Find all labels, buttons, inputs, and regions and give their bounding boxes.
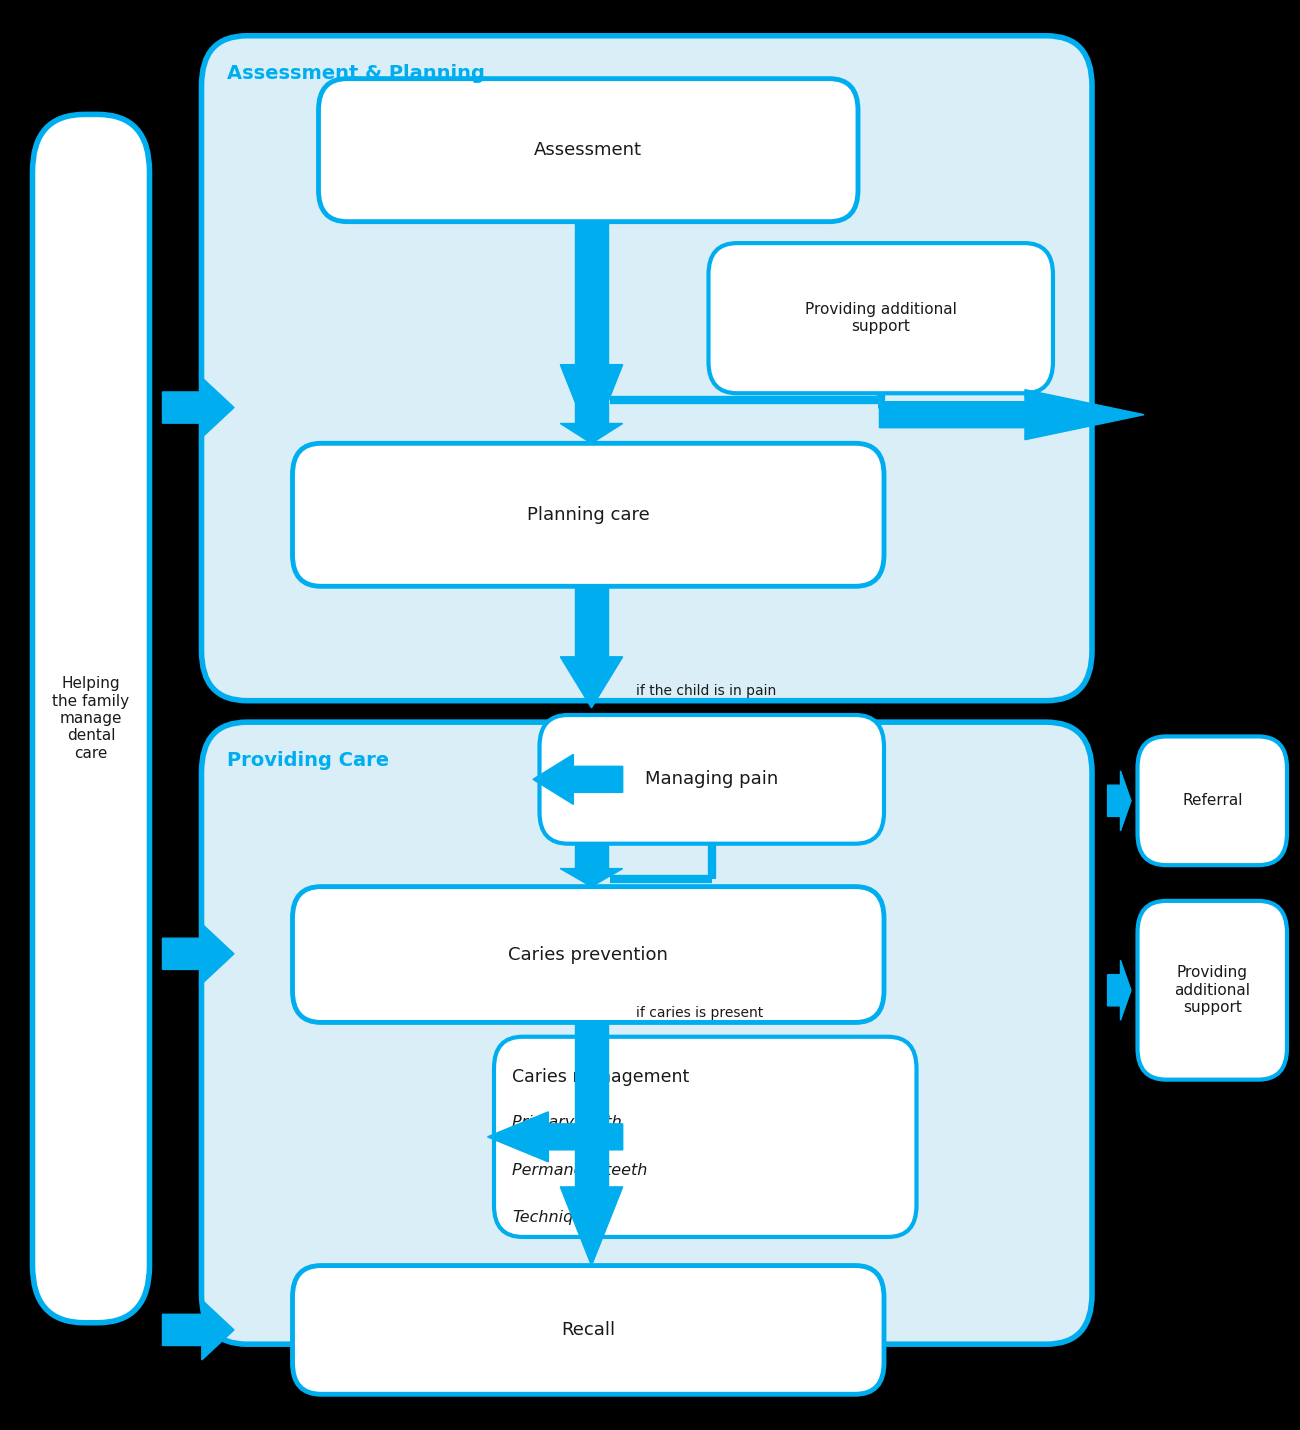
Polygon shape — [560, 423, 623, 443]
Text: Referral: Referral — [1182, 794, 1243, 808]
FancyBboxPatch shape — [494, 1037, 916, 1237]
Text: Planning care: Planning care — [526, 506, 650, 523]
Text: Techniques: Techniques — [512, 1210, 602, 1224]
Text: if the child is in pain: if the child is in pain — [636, 684, 776, 698]
FancyBboxPatch shape — [292, 887, 884, 1022]
Text: Helping
the family
manage
dental
care: Helping the family manage dental care — [52, 676, 130, 761]
FancyBboxPatch shape — [202, 722, 1092, 1344]
FancyBboxPatch shape — [1138, 736, 1287, 865]
Polygon shape — [560, 656, 623, 708]
FancyBboxPatch shape — [292, 443, 884, 586]
Polygon shape — [560, 868, 623, 887]
Polygon shape — [1108, 961, 1131, 1021]
FancyBboxPatch shape — [1138, 901, 1287, 1080]
Polygon shape — [576, 586, 607, 656]
Polygon shape — [576, 222, 607, 365]
Text: Primary teeth: Primary teeth — [512, 1115, 621, 1130]
FancyBboxPatch shape — [292, 1266, 884, 1394]
Polygon shape — [162, 1300, 234, 1360]
Text: Recall: Recall — [562, 1321, 615, 1338]
Text: Assessment & Planning: Assessment & Planning — [227, 64, 485, 83]
Polygon shape — [576, 396, 607, 423]
FancyBboxPatch shape — [202, 36, 1092, 701]
Text: Providing
additional
support: Providing additional support — [1174, 965, 1251, 1015]
Text: Assessment: Assessment — [534, 142, 642, 159]
Polygon shape — [576, 1022, 607, 1187]
Polygon shape — [576, 844, 607, 868]
Polygon shape — [533, 755, 623, 805]
Polygon shape — [162, 924, 234, 984]
Polygon shape — [560, 365, 623, 443]
Polygon shape — [879, 390, 1144, 440]
Text: Managing pain: Managing pain — [645, 771, 779, 788]
Polygon shape — [488, 1113, 623, 1161]
Text: Caries prevention: Caries prevention — [508, 945, 668, 964]
Text: if caries is present: if caries is present — [636, 1005, 763, 1020]
Polygon shape — [560, 1187, 623, 1266]
FancyBboxPatch shape — [318, 79, 858, 222]
FancyBboxPatch shape — [540, 715, 884, 844]
Text: Permanent teeth: Permanent teeth — [512, 1163, 647, 1177]
Text: Providing Care: Providing Care — [227, 751, 390, 769]
Polygon shape — [1108, 771, 1131, 831]
Text: Providing additional
support: Providing additional support — [805, 302, 957, 335]
Polygon shape — [162, 378, 234, 438]
FancyBboxPatch shape — [708, 243, 1053, 393]
FancyBboxPatch shape — [32, 114, 150, 1323]
Text: Caries management: Caries management — [512, 1068, 689, 1087]
